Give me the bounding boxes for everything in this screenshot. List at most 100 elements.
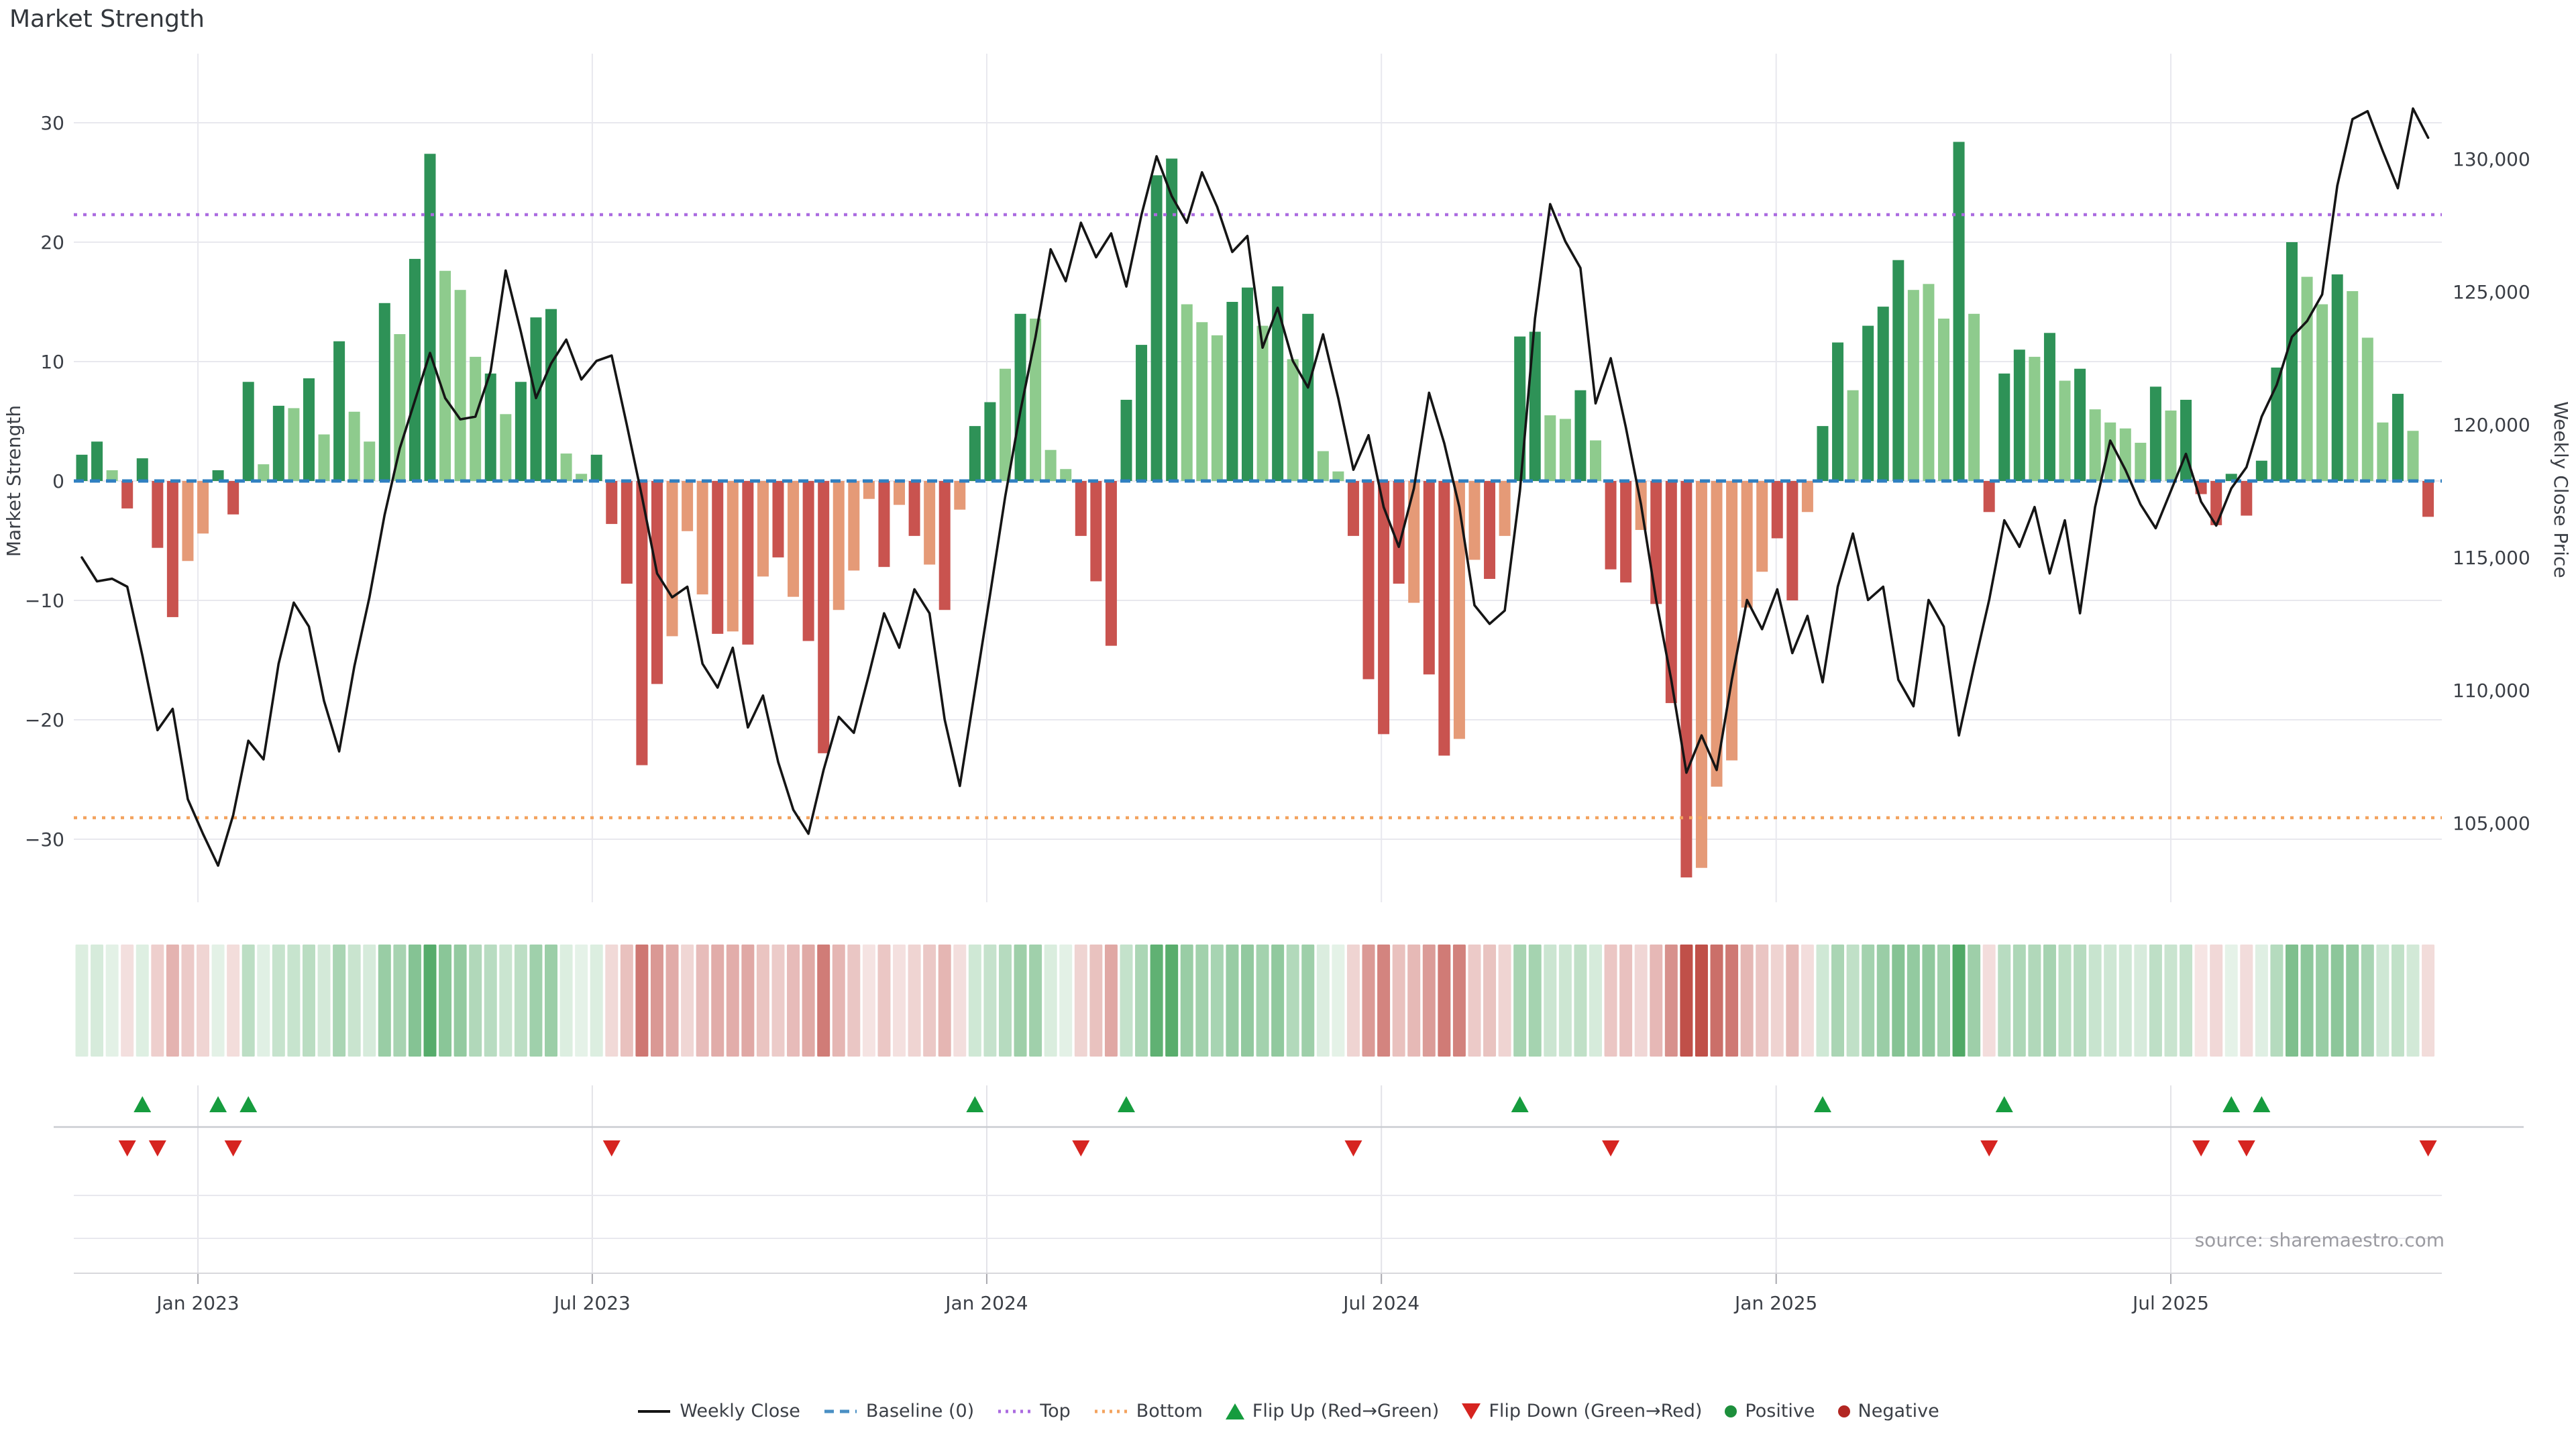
strength-bar [2119, 428, 2131, 481]
heatmap-cell [787, 945, 800, 1057]
heatmap-cell [1104, 945, 1118, 1057]
flip-down-marker [1602, 1140, 1620, 1157]
heatmap-cell [499, 945, 513, 1057]
strength-bar [470, 356, 482, 481]
heatmap-cell [1544, 945, 1557, 1057]
heatmap-cell [1634, 945, 1648, 1057]
heatmap-cell [227, 945, 240, 1057]
heatmap-cell [1998, 945, 2011, 1057]
heatmap-cell [1029, 945, 1042, 1057]
heatmap-cell [2210, 945, 2223, 1057]
heatmap-cell [1589, 945, 1602, 1057]
strength-bar [500, 414, 512, 481]
strength-bar [1484, 481, 1496, 579]
heatmap-cell [1316, 945, 1330, 1057]
flip-down-marker [118, 1140, 136, 1157]
heatmap-cell [893, 945, 906, 1057]
heatmap-cell [1301, 945, 1315, 1057]
strength-bar [1242, 287, 1254, 481]
heatmap-cell [1438, 945, 1451, 1057]
strength-bar [2331, 274, 2343, 481]
strength-bar [757, 481, 769, 577]
strength-bar [333, 341, 345, 481]
strength-bar [999, 368, 1011, 481]
strength-bar [1075, 481, 1087, 536]
strength-bar [1150, 175, 1163, 481]
strength-bar [227, 481, 239, 515]
strength-bar [1272, 286, 1284, 481]
heatmap-cell [665, 945, 679, 1057]
strength-bar [152, 481, 164, 548]
strength-bar [1665, 481, 1677, 704]
heatmap-cell [1014, 945, 1027, 1057]
flip-down-marker [602, 1140, 621, 1157]
strength-bar [2241, 481, 2253, 516]
strength-bar [1393, 481, 1405, 584]
heatmap-cell [1165, 945, 1179, 1057]
strength-bar [2361, 337, 2373, 481]
heatmap-cell [1574, 945, 1587, 1057]
strength-bar [1620, 481, 1632, 583]
heatmap-cell [423, 945, 437, 1057]
heatmap-cell [1180, 945, 1193, 1057]
heatmap-cell [2330, 945, 2344, 1057]
heatmap-cell [877, 945, 891, 1057]
heatmap-cell [1876, 945, 1890, 1057]
heatmap-cell [257, 945, 270, 1057]
right-axis-tick-label: 110,000 [2453, 680, 2530, 702]
circle-swatch-icon [1837, 1405, 1850, 1417]
flip-down-marker [224, 1140, 242, 1157]
heatmap-cell [1801, 945, 1814, 1057]
heatmap-cell [2134, 945, 2147, 1057]
legend-item-label: Flip Up (Red→Green) [1252, 1401, 1440, 1421]
strength-bar [1680, 481, 1693, 877]
strength-bar [1695, 481, 1707, 868]
heatmap-cell [439, 945, 452, 1057]
heatmap-cell [1407, 945, 1421, 1057]
heatmap-cell [302, 945, 315, 1057]
strength-bar [2392, 394, 2404, 481]
x-axis-tick-label: Jan 2025 [1733, 1292, 1817, 1314]
flip-up-marker [209, 1096, 227, 1112]
heatmap-cell [1271, 945, 1285, 1057]
strength-bar [1166, 158, 1178, 481]
heatmap-cell [862, 945, 875, 1057]
strength-bar [1378, 481, 1390, 735]
flip-down-marker [2192, 1140, 2210, 1157]
legend-item: Baseline (0) [823, 1401, 974, 1421]
heatmap-cell [166, 945, 179, 1057]
strength-bar [1968, 313, 1980, 481]
left-axis-title: Market Strength [3, 405, 25, 557]
left-axis-tick-label: −30 [25, 828, 64, 851]
strength-bar [908, 481, 920, 536]
heatmap-cell [908, 945, 921, 1057]
strength-bar [1468, 481, 1481, 560]
heatmap-cell [681, 945, 694, 1057]
chart-legend: Weekly Close Baseline (0) Top Bottom Flip Up… [0, 1401, 2576, 1421]
strength-bar [545, 309, 557, 481]
heatmap-cell [2194, 945, 2208, 1057]
heatmap-cell [1089, 945, 1103, 1057]
heatmap-cell [998, 945, 1012, 1057]
strength-bar [651, 481, 663, 684]
heatmap-cell [575, 945, 588, 1057]
heatmap-cell [363, 945, 376, 1057]
heatmap-cell [726, 945, 739, 1057]
heatmap-cell [1452, 945, 1466, 1057]
heatmap-cell [771, 945, 785, 1057]
flip-up-marker [239, 1096, 258, 1112]
heatmap-cell [1892, 945, 1905, 1057]
strength-bar [1892, 260, 1904, 481]
heatmap-cell [211, 945, 225, 1057]
strength-bar [76, 454, 88, 481]
strength-bar [2422, 481, 2434, 517]
heatmap-cell [847, 945, 861, 1057]
heatmap-cell [983, 945, 997, 1057]
right-axis-tick-label: 105,000 [2453, 812, 2530, 835]
heatmap-cell [91, 945, 104, 1057]
legend-item: Bottom [1093, 1401, 1203, 1421]
heatmap-cell [1604, 945, 1617, 1057]
heatmap-cell [393, 945, 407, 1057]
strength-bar [91, 441, 103, 481]
strength-bar [106, 470, 118, 481]
